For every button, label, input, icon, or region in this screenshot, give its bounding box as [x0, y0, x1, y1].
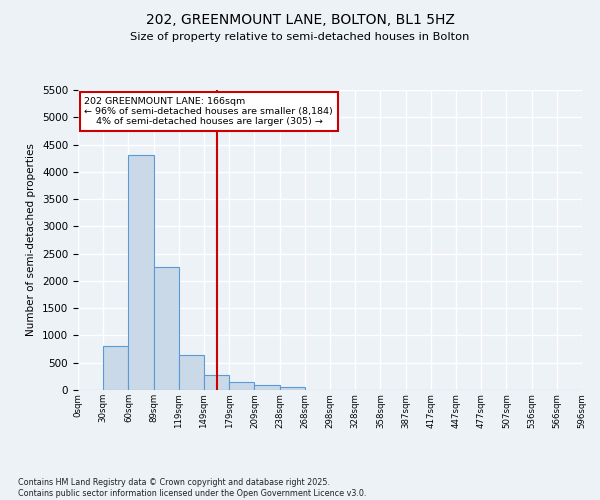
Bar: [254, 386, 280, 390]
Text: Size of property relative to semi-detached houses in Bolton: Size of property relative to semi-detach…: [130, 32, 470, 42]
Text: Contains HM Land Registry data © Crown copyright and database right 2025.
Contai: Contains HM Land Registry data © Crown c…: [18, 478, 367, 498]
Text: 202 GREENMOUNT LANE: 166sqm
← 96% of semi-detached houses are smaller (8,184)
  : 202 GREENMOUNT LANE: 166sqm ← 96% of sem…: [84, 96, 333, 126]
Bar: [154, 268, 179, 390]
Bar: [229, 382, 254, 390]
Bar: [128, 156, 154, 390]
Text: 202, GREENMOUNT LANE, BOLTON, BL1 5HZ: 202, GREENMOUNT LANE, BOLTON, BL1 5HZ: [146, 12, 454, 26]
Bar: [179, 354, 204, 390]
Bar: [103, 346, 128, 390]
Bar: [204, 376, 229, 390]
Y-axis label: Number of semi-detached properties: Number of semi-detached properties: [26, 144, 37, 336]
Bar: [280, 386, 305, 390]
